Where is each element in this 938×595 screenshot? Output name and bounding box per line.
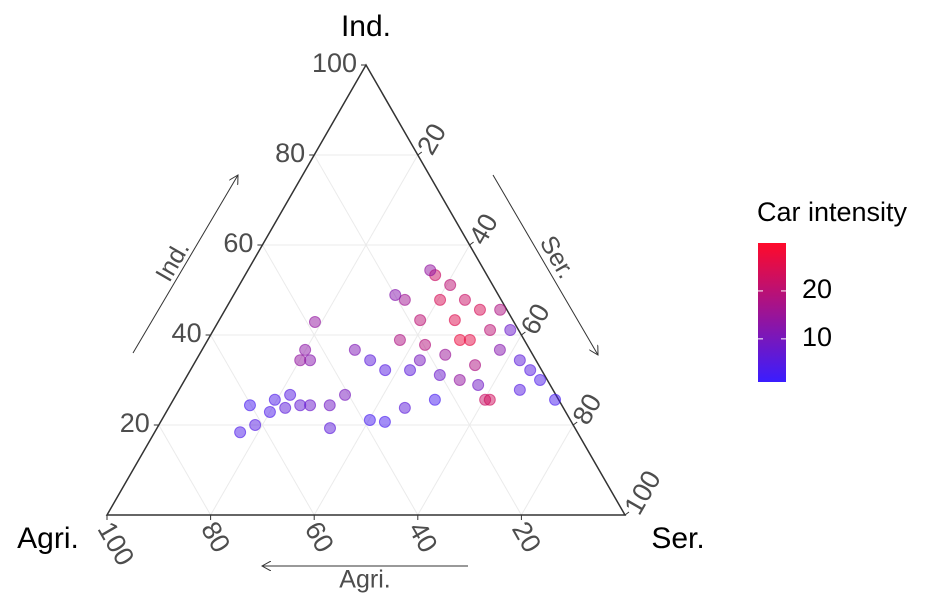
point: [404, 364, 417, 377]
point: [279, 401, 292, 414]
point: [398, 401, 411, 414]
triangle: [105, 63, 627, 516]
point: [494, 303, 507, 316]
point: [339, 388, 352, 401]
point: [524, 364, 537, 377]
point: [284, 388, 297, 401]
tick-mark: [572, 421, 578, 426]
point: [294, 399, 307, 412]
point: [364, 354, 377, 367]
point: [493, 343, 506, 356]
agri-tick-label: 80: [195, 517, 236, 558]
point: [549, 393, 562, 406]
point: [363, 414, 376, 427]
ind-tick-label: 100: [312, 48, 357, 78]
ind-tick-label: 20: [120, 408, 150, 438]
agri-arrow-label: Agri.: [339, 566, 390, 594]
point: [534, 374, 547, 386]
arrow: [132, 175, 238, 354]
point: [263, 405, 276, 418]
arrow: [492, 174, 598, 355]
point: [444, 279, 457, 292]
point: [308, 315, 321, 328]
point: [428, 393, 441, 406]
point: [513, 354, 526, 367]
ind-tick-label: 40: [172, 318, 202, 348]
point: [454, 333, 467, 346]
ind-tick-label: 60: [223, 228, 253, 258]
point: [419, 338, 432, 351]
agri-title: Agri.: [17, 522, 79, 555]
ser-tick-label: 100: [618, 466, 667, 520]
grid-line: [158, 424, 212, 516]
point: [439, 348, 452, 361]
tick-mark: [417, 151, 423, 156]
tick-mark: [521, 331, 526, 336]
point: [389, 288, 402, 301]
point: [243, 399, 256, 412]
point: [469, 359, 482, 372]
grid-line: [261, 244, 419, 516]
point: [348, 343, 361, 356]
point: [458, 293, 471, 306]
point: [424, 264, 437, 277]
point: [448, 314, 461, 327]
grid-line: [313, 244, 471, 516]
point: [453, 374, 466, 386]
point: [414, 314, 427, 327]
point: [393, 333, 406, 346]
point: [434, 293, 447, 306]
point: [379, 364, 392, 377]
colorbar-title: Car intensity: [757, 197, 908, 227]
point: [378, 415, 391, 428]
grid-line: [520, 424, 574, 516]
colorbar-tick-label: 10: [802, 322, 832, 352]
point: [294, 354, 307, 367]
ind-tick-label: 80: [275, 138, 305, 168]
point: [398, 293, 411, 306]
point: [504, 324, 517, 337]
tick-mark: [469, 241, 474, 246]
grid-line: [210, 334, 315, 516]
point: [268, 393, 281, 406]
agri-tick-label: 20: [506, 517, 547, 558]
ind-title: Ind.: [341, 10, 391, 43]
point: [483, 393, 496, 406]
point: [249, 419, 262, 431]
point: [299, 343, 312, 356]
ser-title: Ser.: [651, 522, 704, 555]
point: [484, 324, 497, 337]
ind-arrow-label: Ind.: [150, 236, 195, 286]
point: [234, 426, 247, 439]
tick-mark: [624, 511, 630, 516]
grid-line: [313, 154, 522, 516]
point: [473, 303, 486, 316]
point: [413, 354, 426, 367]
point: [433, 369, 446, 382]
agri-tick-label: 100: [92, 517, 141, 571]
agri-tick-label: 60: [299, 517, 340, 558]
point: [513, 383, 526, 396]
point: [472, 378, 485, 391]
colorbar: [758, 243, 786, 382]
colorbar-tick-label: 20: [802, 274, 832, 304]
agri-tick-label: 40: [402, 517, 443, 558]
point: [323, 422, 336, 435]
point: [323, 399, 336, 412]
